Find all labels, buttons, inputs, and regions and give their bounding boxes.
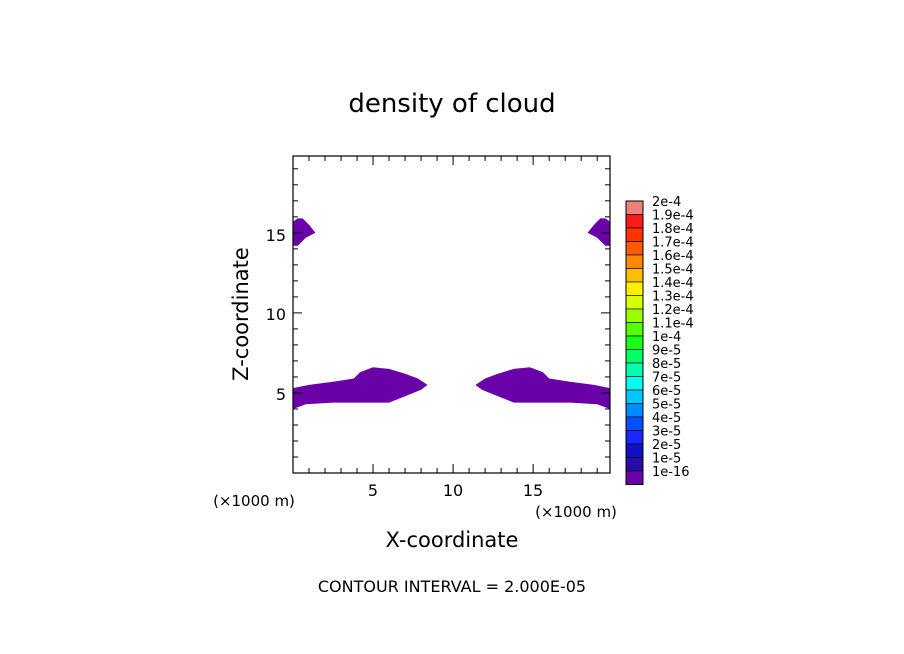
- colorbar-swatch: [625, 241, 644, 256]
- x-unit-label: (×1000 m): [535, 503, 617, 521]
- colorbar-label: 1.2e-4: [652, 303, 694, 318]
- colorbar-label: 2e-4: [652, 195, 681, 210]
- colorbar-label: 4e-5: [652, 411, 681, 426]
- colorbar-label: 1e-5: [652, 452, 681, 467]
- colorbar-swatch: [625, 335, 644, 350]
- colorbar-swatch: [625, 227, 644, 242]
- y-tick-label: 15: [266, 226, 286, 245]
- plot-area: [292, 155, 611, 474]
- colorbar-swatch: [625, 322, 644, 337]
- colorbar-swatch: [625, 295, 644, 310]
- y-tick-label: 5: [276, 385, 286, 404]
- colorbar-label: 1.7e-4: [652, 236, 694, 251]
- colorbar-label: 2e-5: [652, 438, 681, 453]
- plot-frame: [292, 155, 611, 474]
- y-tick-label: 10: [266, 305, 286, 324]
- colorbar-label: 1.3e-4: [652, 290, 694, 305]
- colorbar-label: 1e-16: [652, 465, 690, 480]
- colorbar-swatch: [625, 403, 644, 418]
- colorbar-label: 1.8e-4: [652, 222, 694, 237]
- plot-background: [293, 156, 610, 473]
- colorbar-swatch: [625, 376, 644, 391]
- chart-title: density of cloud: [348, 89, 555, 119]
- colorbar-swatch: [625, 281, 644, 296]
- colorbar-swatch: [625, 443, 644, 458]
- cloud-region-top-left: [293, 218, 316, 246]
- cloud-region-top-right: [587, 218, 610, 246]
- colorbar-swatch: [625, 254, 644, 269]
- colorbar-label: 1.9e-4: [652, 209, 694, 224]
- colorbar-swatch: [625, 214, 644, 229]
- colorbar-swatch: [625, 430, 644, 445]
- colorbar-swatch: [625, 416, 644, 431]
- colorbar-swatch: [625, 268, 644, 283]
- colorbar-swatch: [625, 349, 644, 364]
- cloud-region-bottom-right: [475, 367, 610, 409]
- x-tick-label: 15: [523, 481, 543, 500]
- colorbar-label: 1e-4: [652, 330, 681, 345]
- x-tick-label: 10: [443, 481, 463, 500]
- colorbar-label: 6e-5: [652, 384, 681, 399]
- y-axis-label: Z-coordinate: [229, 247, 253, 381]
- colorbar-frame: [625, 200, 644, 485]
- y-tick-labels: 5 10 15: [266, 226, 286, 404]
- axis-ticks: [293, 156, 610, 473]
- colorbar-swatch: [625, 362, 644, 377]
- cloud-region-bottom-left: [293, 367, 428, 409]
- colorbar-label: 1.5e-4: [652, 263, 694, 278]
- colorbar-swatch: [625, 470, 644, 485]
- x-axis-label: X-coordinate: [386, 528, 519, 552]
- colorbar-label: 7e-5: [652, 371, 681, 386]
- colorbar-swatch: [625, 457, 644, 472]
- colorbar-label: 1.6e-4: [652, 249, 694, 264]
- contour-interval-note: CONTOUR INTERVAL = 2.000E-05: [318, 577, 586, 596]
- cloud-regions: [293, 218, 610, 409]
- x-tick-label: 5: [368, 481, 378, 500]
- colorbar-label: 8e-5: [652, 357, 681, 372]
- x-tick-labels: 5 10 15: [368, 481, 543, 500]
- colorbar-label: 1.1e-4: [652, 317, 694, 332]
- y-unit-label: (×1000 m): [213, 492, 295, 510]
- colorbar-label: 3e-5: [652, 425, 681, 440]
- colorbar-legend: 2e-41.9e-41.8e-41.7e-41.6e-41.5e-41.4e-4…: [625, 195, 694, 485]
- colorbar-swatch: [625, 389, 644, 404]
- colorbar-label: 1.4e-4: [652, 276, 694, 291]
- colorbar-label: 5e-5: [652, 398, 681, 413]
- colorbar-swatch: [625, 308, 644, 323]
- colorbar-swatch: [625, 200, 644, 215]
- colorbar-label: 9e-5: [652, 344, 681, 359]
